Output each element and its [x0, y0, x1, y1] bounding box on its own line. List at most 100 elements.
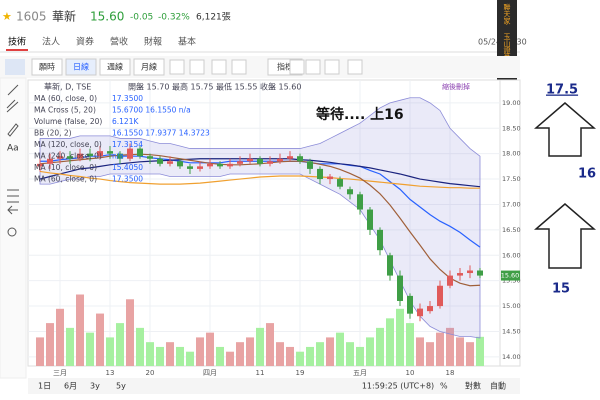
price-axis [499, 79, 521, 367]
candle-body [267, 161, 273, 164]
candle-body [457, 273, 463, 276]
scale-option[interactable]: 對數 [465, 381, 481, 391]
candle-body [467, 270, 473, 274]
toolbar-icon[interactable] [189, 59, 205, 75]
zoom-tool[interactable] [7, 227, 17, 237]
scale-option[interactable]: % [440, 382, 448, 391]
volume-bar [376, 327, 384, 366]
candle-body [87, 153, 93, 157]
candle-body [407, 295, 413, 314]
volume-bar [266, 323, 274, 366]
candle-body [247, 158, 253, 162]
range-button[interactable]: 5y [116, 382, 126, 391]
candle-body [227, 163, 233, 167]
toolbar-button[interactable] [65, 58, 97, 76]
arrow [533, 102, 597, 157]
volume-bar [116, 323, 124, 366]
tab[interactable]: 技術 [8, 36, 26, 48]
range-button[interactable]: 1日 [38, 382, 51, 391]
candle-body [167, 161, 173, 164]
volume-bar [196, 337, 204, 366]
candle-body [287, 156, 293, 159]
volume-bar [346, 342, 354, 366]
volume-bar [256, 327, 264, 366]
y-tick-label: 17.00 [502, 200, 521, 208]
change: -0.05 [130, 13, 153, 23]
channel-tool[interactable] [6, 99, 19, 113]
candle-body [147, 156, 153, 159]
x-tick-label: 五月 [353, 369, 367, 377]
ohlc-readout: 開盤 15.70 最高 15.75 最低 15.55 收盤 15.60 [128, 82, 301, 92]
toolbar-icon[interactable] [305, 59, 321, 75]
candle-body [437, 285, 443, 307]
tab[interactable]: 基本 [178, 36, 196, 48]
y-tick-label: 18.50 [502, 124, 521, 132]
legend-name: MA (10, close, 0) [34, 163, 97, 172]
candle-body [57, 156, 63, 159]
annotation: 等待.... 上16 [316, 106, 404, 123]
volume-bar [286, 346, 294, 366]
legend-name: MA (60, close, 0) [34, 175, 97, 184]
candle-body [257, 158, 263, 164]
legend-name: MA Cross (5, 20) [34, 106, 96, 115]
stock-name: 華新 [52, 9, 76, 24]
candle-body [67, 156, 73, 159]
tab[interactable]: 財報 [144, 36, 162, 48]
volume-bar [236, 342, 244, 366]
volume-bar [186, 351, 194, 366]
toolbar-button[interactable] [31, 58, 63, 76]
volume-bar [306, 346, 314, 366]
toolbar-icon[interactable] [289, 59, 305, 75]
toolbar-icon[interactable] [324, 59, 340, 75]
candle-body [297, 156, 303, 162]
tab[interactable]: 營收 [110, 36, 128, 48]
volume-bar [276, 342, 284, 366]
legend-readout: 15.4050 [112, 163, 143, 172]
toolbar-label: 月線 [141, 62, 157, 72]
volume-bar [326, 337, 334, 366]
text-tool[interactable]: Aa [7, 144, 19, 154]
last-price-label: 15.60 [501, 272, 520, 280]
volume-bar [316, 342, 324, 366]
candle-body [127, 148, 133, 159]
plot [28, 80, 500, 366]
volume: 6,121張 [196, 12, 231, 23]
clock: 11:59:25 (UTC+8) [362, 382, 434, 391]
candle-body [187, 166, 193, 169]
range-button[interactable]: 6月 [64, 382, 77, 391]
tab[interactable]: 法人 [42, 36, 60, 48]
x-tick-label: 18 [446, 369, 455, 377]
toolbar-button[interactable] [99, 58, 131, 76]
toolbar-icon[interactable] [169, 59, 185, 75]
x-tick-label: 三月 [53, 369, 67, 377]
fib-tool[interactable] [7, 189, 19, 203]
legend-name: BB (20, 2) [34, 129, 72, 138]
volume-bar [456, 337, 464, 366]
toolbar-icon[interactable] [211, 59, 227, 75]
toolbar-icon[interactable] [347, 59, 363, 75]
legend-readout: 6.121K [112, 117, 139, 126]
range-button[interactable]: 3y [90, 382, 100, 391]
star[interactable]: ★ [2, 10, 12, 23]
legend-name: Volume (false, 20) [34, 117, 102, 126]
toolbar-button[interactable] [133, 58, 165, 76]
line-tool[interactable] [7, 84, 19, 96]
volume-bar [216, 346, 224, 366]
volume-bar [126, 299, 134, 366]
candle-body [307, 161, 313, 169]
candle-body [427, 306, 433, 312]
brush-tool[interactable] [7, 123, 19, 137]
candle-body [117, 153, 123, 159]
legend-readout: 17.3500 [112, 94, 143, 103]
back-tool[interactable] [7, 205, 18, 215]
side-note: 15 [552, 282, 570, 297]
cursor-tool[interactable] [5, 59, 25, 75]
banner-text: 聯天家 [503, 3, 511, 25]
tab[interactable]: 資券 [76, 36, 94, 48]
volume-bar [386, 318, 394, 366]
y-tick-label: 19.00 [502, 99, 521, 107]
scale-option[interactable]: 自動 [490, 381, 506, 391]
toolbar-icon[interactable] [231, 59, 247, 75]
y-tick-label: 16.00 [502, 251, 521, 259]
